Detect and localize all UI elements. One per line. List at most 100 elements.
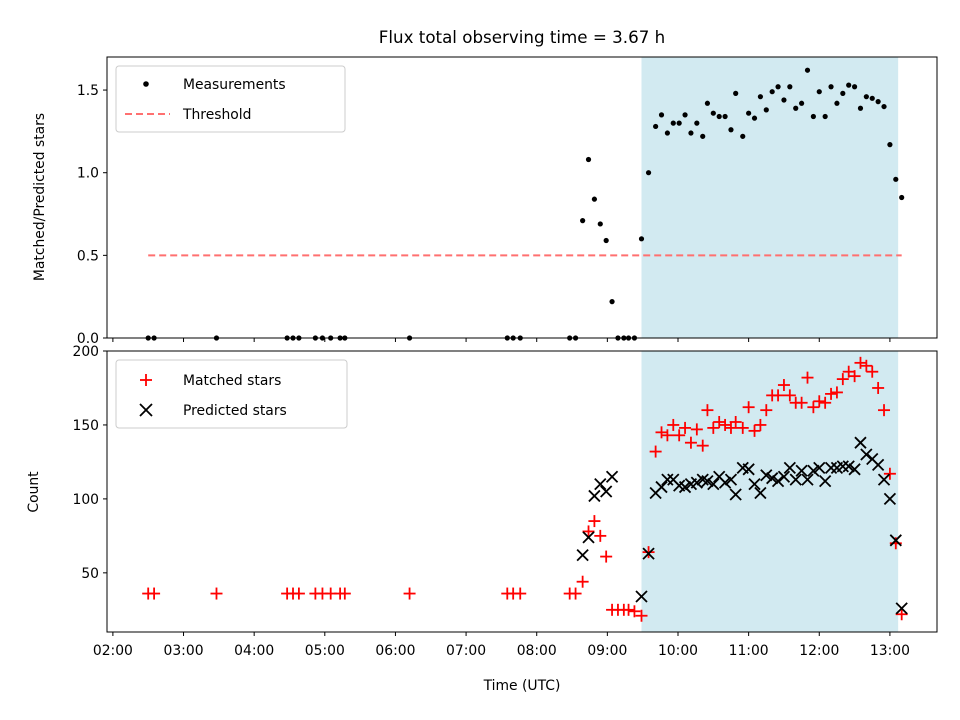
measurement-point	[851, 84, 858, 90]
bottom-panel: 50 100 150 200 02:00 03:00 04:00 05:00 06:00 07:…	[26, 344, 938, 694]
measurement-point	[881, 103, 887, 110]
measurement-point	[670, 120, 676, 126]
measurement-point	[875, 99, 881, 105]
predicted-star-point	[594, 477, 607, 491]
x-axis-label: Time (UTC)	[483, 678, 561, 694]
xtick-label: 09:00	[587, 643, 627, 659]
measurement-point	[793, 105, 799, 111]
matched-star-point	[795, 396, 808, 409]
legend-predicted-marker	[139, 403, 153, 417]
matched-star-point	[742, 401, 755, 414]
predicted-star-point	[889, 534, 902, 547]
measurement-point	[804, 67, 811, 73]
measurement-points	[145, 67, 905, 341]
predicted-star-point	[742, 463, 755, 476]
xtick-label: 13:00	[870, 643, 910, 659]
predicted-star-point	[777, 470, 791, 483]
bottom-x-axis: 02:00 03:00 04:00 05:00 06:00 07:00 08:00 09:00…	[93, 632, 910, 659]
predicted-star-point	[748, 477, 761, 491]
matched-star-point	[576, 575, 589, 588]
bottom-legend: Matched stars Predicted stars	[115, 359, 348, 429]
matched-star-point	[777, 379, 790, 392]
matched-star-point	[895, 608, 908, 621]
measurement-point	[775, 84, 781, 90]
measurement-point	[603, 237, 609, 244]
xtick-label: 11:00	[729, 643, 769, 659]
predicted-star-point	[895, 602, 908, 615]
predicted-star-point	[642, 547, 655, 560]
xtick-label: 10:00	[658, 643, 698, 659]
predicted-star-point	[635, 590, 648, 603]
predicted-star-point	[789, 473, 802, 486]
measurement-point	[869, 95, 875, 101]
measurement-point	[658, 112, 665, 118]
matched-star-point	[848, 370, 861, 383]
bottom-ytick-label: 50	[81, 566, 99, 582]
matched-star-point	[819, 396, 832, 409]
predicted-star-point	[824, 461, 838, 474]
matched-star-point	[594, 529, 607, 542]
measurement-point	[816, 89, 822, 95]
legend-predicted-label: Predicted stars	[183, 403, 287, 419]
predicted-star-point	[661, 473, 674, 486]
matched-star-point	[719, 418, 732, 431]
measurement-point	[846, 82, 852, 88]
matched-star-point	[696, 439, 709, 452]
matched-star-point	[667, 418, 680, 431]
measurement-point	[700, 133, 706, 139]
matched-star-point	[684, 436, 697, 449]
measurement-point	[763, 107, 769, 113]
matched-star-point	[569, 587, 582, 600]
xtick-label: 08:00	[517, 643, 557, 659]
top-legend: Measurements Threshold	[115, 65, 346, 133]
matched-star-point	[588, 515, 601, 528]
predicted-star-point	[678, 480, 692, 494]
predicted-star-point	[724, 473, 738, 486]
top-panel: 0.0 0.5 1.0 1.5 Matched/Predicted stars Mea…	[32, 56, 938, 347]
predicted-star-point	[701, 475, 714, 488]
matched-star-point	[729, 415, 742, 428]
matched-star-point	[600, 550, 613, 563]
measurement-point	[899, 194, 905, 201]
predicted-star-point	[729, 488, 742, 501]
measurement-point	[591, 196, 598, 202]
measurement-point	[597, 221, 603, 227]
predicted-star-point	[766, 472, 779, 485]
measurement-point	[682, 112, 688, 118]
predicted-star-point	[605, 470, 619, 483]
top-observation-window	[641, 57, 899, 338]
predicted-stars-points	[576, 436, 908, 615]
matched-star-point	[807, 401, 820, 414]
measurement-point	[710, 110, 716, 116]
matched-star-point	[866, 365, 879, 378]
matched-star-point	[760, 404, 773, 417]
matched-star-point	[748, 424, 761, 437]
bottom-ytick-label: 200	[72, 344, 99, 360]
predicted-star-point	[754, 486, 767, 500]
matched-star-point	[860, 359, 873, 372]
measurement-point	[893, 176, 899, 182]
matched-star-point	[872, 381, 885, 394]
legend-matched-label: Matched stars	[183, 373, 281, 389]
bottom-ytick-label: 100	[72, 492, 99, 508]
predicted-star-point	[576, 548, 589, 562]
measurement-point	[834, 100, 840, 106]
measurement-point	[787, 84, 793, 90]
matched-star-point	[690, 423, 703, 436]
top-plot-frame	[106, 56, 938, 339]
measurement-point	[704, 100, 711, 106]
xtick-label: 12:00	[799, 643, 839, 659]
bottom-plot-frame	[106, 350, 938, 633]
matched-star-point	[883, 467, 896, 480]
matched-star-point	[713, 415, 726, 428]
top-y-axis: 0.0 0.5 1.0 1.5	[77, 83, 107, 347]
matched-star-point	[878, 404, 891, 417]
measurement-point	[585, 156, 592, 163]
measurement-point	[694, 120, 700, 126]
predicted-star-point	[801, 473, 814, 486]
xtick-label: 05:00	[305, 643, 345, 659]
measurement-point	[840, 90, 846, 96]
xtick-label: 02:00	[93, 643, 133, 659]
matched-star-point	[825, 387, 838, 400]
